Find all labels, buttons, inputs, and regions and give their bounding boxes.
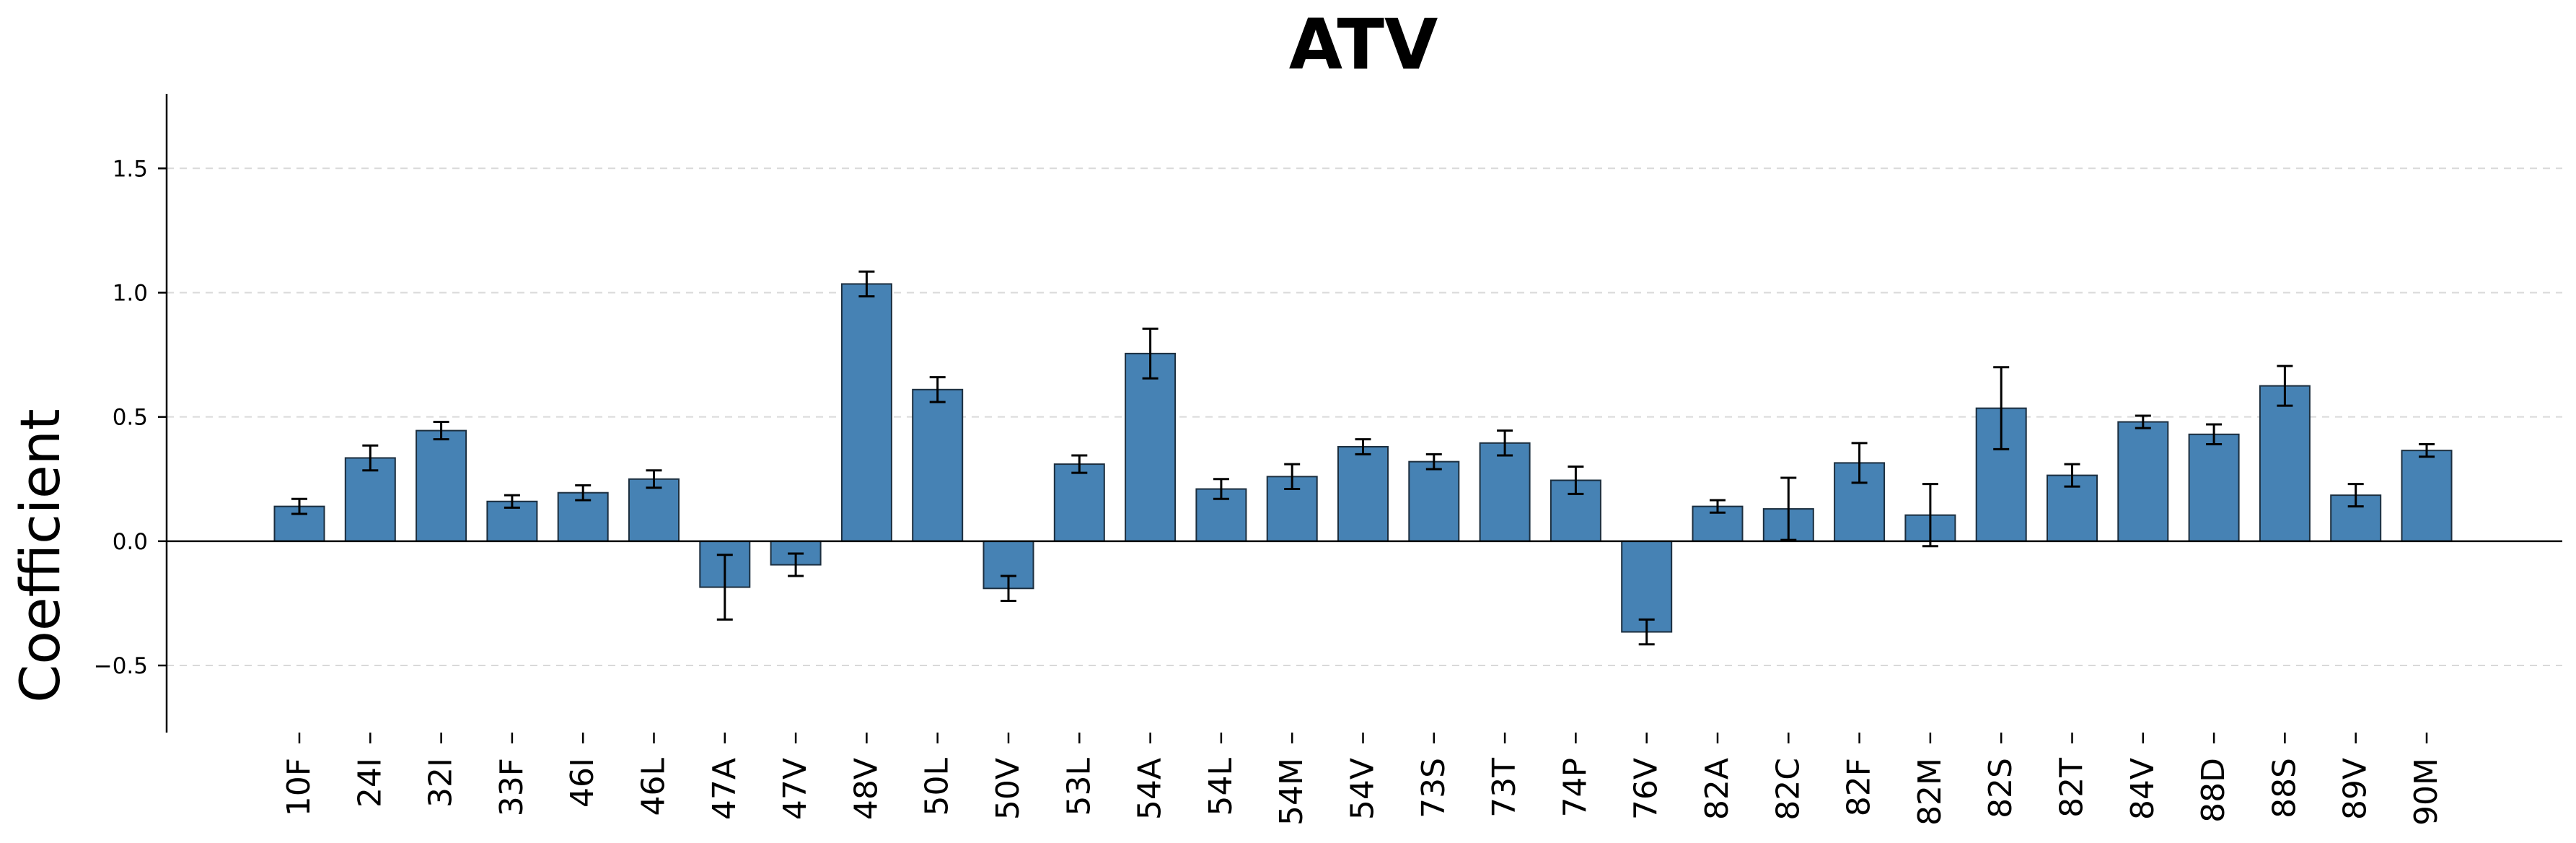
error-bar-10F xyxy=(291,497,307,515)
error-bar-82S xyxy=(1993,366,2010,450)
y-axis-label: Coefficient xyxy=(8,409,72,702)
error-bar-33F xyxy=(504,494,520,509)
bar-73S xyxy=(1408,460,1460,542)
bar-88D xyxy=(2188,433,2240,542)
error-bar-50L xyxy=(929,376,946,403)
error-bar-82C xyxy=(1780,476,1797,541)
error-bar-88S xyxy=(2277,364,2293,407)
error-bar-47V xyxy=(788,552,804,577)
error-bar-73T xyxy=(1497,429,1513,457)
x-tick-label: 47V xyxy=(777,758,814,820)
x-tick-label: 84V xyxy=(2124,758,2161,820)
x-tick-label: 48V xyxy=(848,758,884,820)
x-tick-label: 46I xyxy=(564,758,601,808)
x-tick-label: 82A xyxy=(1699,758,1736,820)
x-tick-label: 24I xyxy=(351,758,388,808)
error-bar-76V xyxy=(1638,618,1655,646)
bar-54V xyxy=(1337,445,1389,542)
x-tick-label: 82T xyxy=(2054,758,2091,818)
error-bar-54A xyxy=(1142,327,1159,380)
x-tick-label: 54V xyxy=(1345,758,1381,820)
error-bar-32I xyxy=(433,421,449,441)
error-bar-90M xyxy=(2419,443,2435,458)
error-bar-82T xyxy=(2064,463,2080,488)
x-tick-label: 88D xyxy=(2195,758,2232,823)
x-tick-label: 54M xyxy=(1273,758,1310,826)
error-bars xyxy=(291,270,2435,646)
y-ticks: −0.5 0.0 0.5 1.0 1.5 xyxy=(94,156,167,679)
x-tick-label: 82M xyxy=(1912,758,1948,826)
error-bar-54M xyxy=(1284,463,1301,491)
x-tick-label: 10F xyxy=(281,758,317,816)
error-bar-82F xyxy=(1851,442,1868,484)
bars xyxy=(273,283,2453,633)
error-bar-47A xyxy=(716,554,733,621)
y-tick-label: 1.0 xyxy=(113,280,148,306)
y-tick-label: 0.0 xyxy=(113,529,148,555)
error-bar-88D xyxy=(2206,423,2223,446)
x-tick-label: 88S xyxy=(2266,758,2303,818)
error-bar-53L xyxy=(1071,454,1088,474)
x-tick-label: 46L xyxy=(636,758,672,816)
bar-48V xyxy=(840,283,892,542)
y-tick-label: 1.5 xyxy=(113,156,148,182)
bar-76V xyxy=(1621,540,1673,633)
x-tick-label: 33F xyxy=(493,758,530,816)
x-tick-label: 82S xyxy=(1982,758,2019,818)
error-bar-84V xyxy=(2135,414,2151,429)
x-tick-label: 90M xyxy=(2408,758,2445,826)
x-tick-label: 53L xyxy=(1060,758,1097,816)
x-tick-label: 76V xyxy=(1628,758,1665,820)
bar-24I xyxy=(344,457,396,542)
axes xyxy=(165,94,2562,733)
x-tick-label: 50V xyxy=(990,758,1027,820)
chart-title: ATV xyxy=(1289,4,1438,85)
x-tick-label: 82C xyxy=(1770,758,1806,821)
x-tick-label: 89V xyxy=(2337,758,2374,820)
bar-53L xyxy=(1053,463,1105,542)
error-bar-24I xyxy=(362,444,379,472)
x-tick-label: 74P xyxy=(1557,758,1593,818)
x-tick-label: 50L xyxy=(919,758,956,816)
x-tick-label: 32I xyxy=(423,758,460,808)
error-bar-54L xyxy=(1213,478,1229,500)
x-tick-label: 73S xyxy=(1415,758,1452,818)
x-tick-label: 82F xyxy=(1841,758,1878,816)
error-bar-82M xyxy=(1922,483,1938,548)
error-bar-73S xyxy=(1425,453,1442,471)
bar-90M xyxy=(2401,450,2453,542)
bar-84V xyxy=(2117,421,2169,542)
error-bar-74P xyxy=(1568,466,1584,495)
bar-73T xyxy=(1479,442,1531,542)
x-tick-label: 54L xyxy=(1203,758,1239,816)
gridlines xyxy=(167,167,2562,667)
error-bar-82A xyxy=(1710,499,1726,514)
bar-54A xyxy=(1125,352,1177,542)
error-bar-46L xyxy=(646,469,662,489)
bar-32I xyxy=(416,429,467,542)
bar-50L xyxy=(912,388,964,542)
x-ticks: 10F 24I 32I 33F 46I 46L 47A 47V 48V 50L 50V 53L 54A 5… xyxy=(281,733,2445,826)
x-tick-label: 54A xyxy=(1132,758,1169,820)
bar-88S xyxy=(2259,385,2311,542)
y-tick-label: −0.5 xyxy=(94,653,148,679)
x-tick-label: 47A xyxy=(706,758,743,820)
x-tick-label: 73T xyxy=(1486,758,1523,818)
error-bar-48V xyxy=(858,270,875,298)
y-tick-label: 0.5 xyxy=(113,405,148,431)
error-bar-46I xyxy=(575,484,592,502)
bar-82A xyxy=(1692,505,1744,542)
error-bar-89V xyxy=(2347,483,2364,508)
error-bar-54V xyxy=(1355,438,1371,455)
error-bar-50V xyxy=(1001,575,1016,602)
